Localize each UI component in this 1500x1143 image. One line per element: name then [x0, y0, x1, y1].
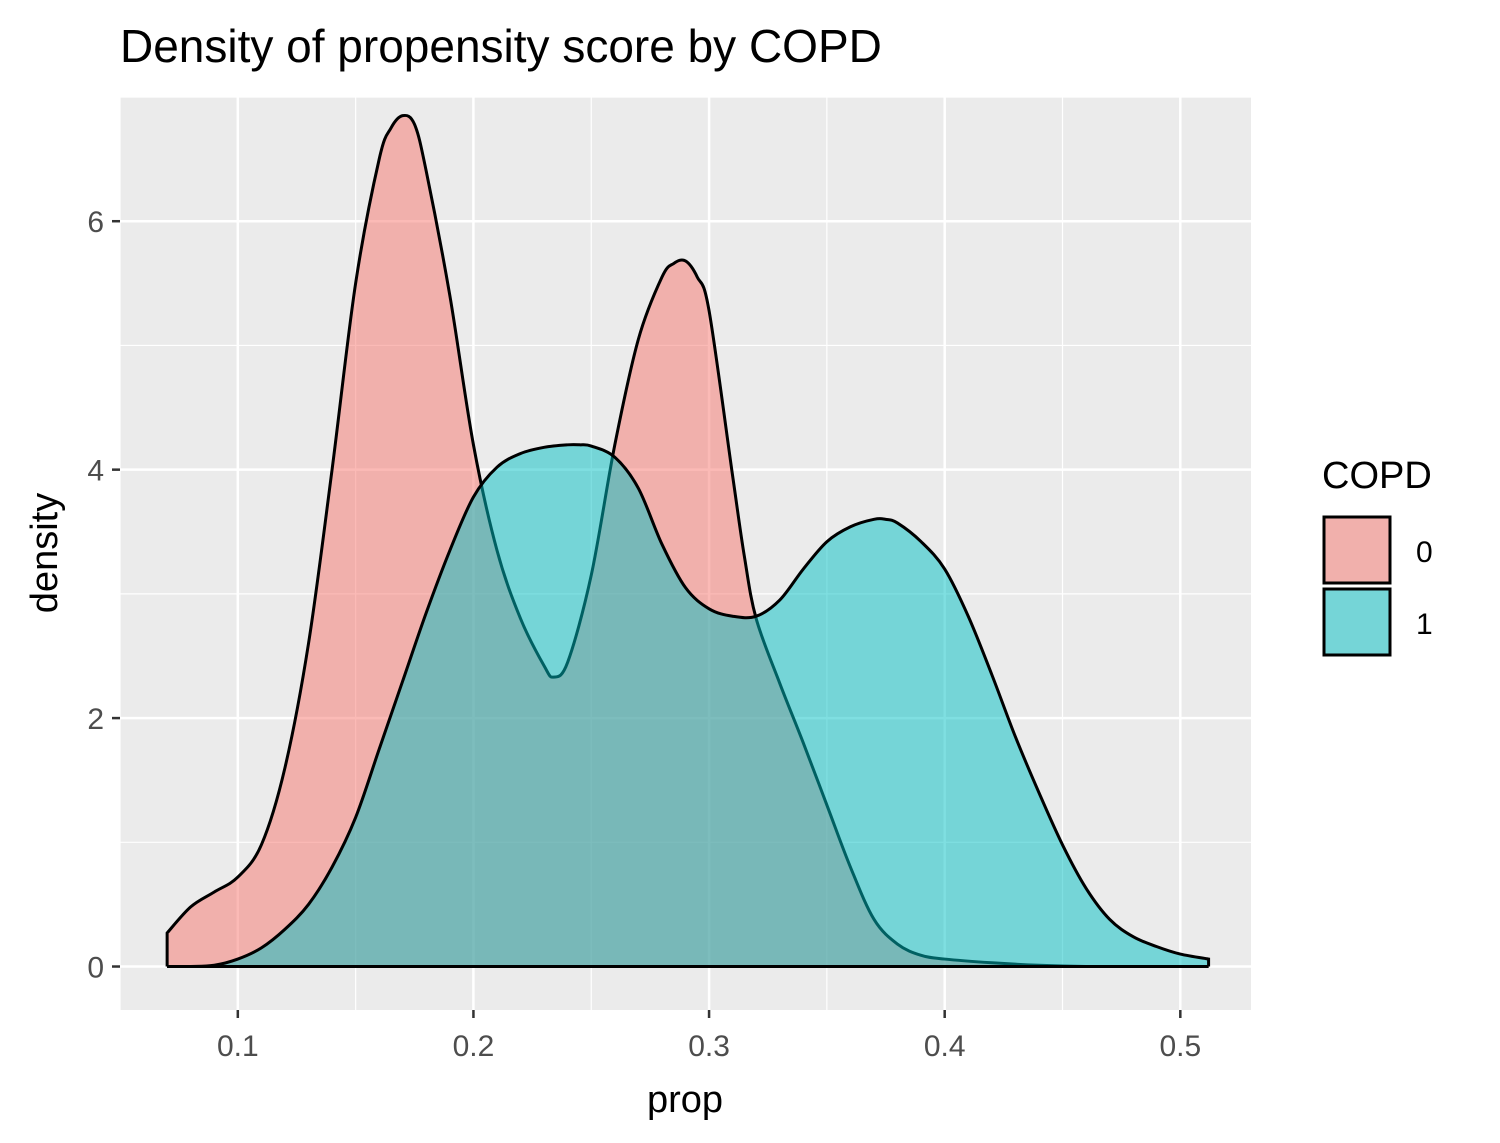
y-axis: 0 2 4 6	[87, 206, 120, 985]
x-tick-label: 0.5	[1159, 1030, 1201, 1063]
legend-label-copd-0: 0	[1416, 536, 1433, 569]
y-tick-label: 0	[87, 952, 104, 985]
x-tick-label: 0.1	[217, 1030, 259, 1063]
y-axis-title: density	[24, 493, 66, 613]
legend-key-copd-0	[1322, 515, 1392, 585]
legend: COPD 0 1	[1322, 455, 1433, 657]
x-axis-title: prop	[647, 1079, 723, 1121]
chart-title: Density of propensity score by COPD	[120, 20, 882, 72]
y-tick-label: 6	[87, 206, 104, 239]
density-line-copd-1	[167, 443, 1211, 969]
x-axis: 0.1 0.2 0.3 0.4 0.5	[217, 1010, 1201, 1063]
legend-label-copd-1: 1	[1416, 608, 1433, 641]
legend-key-copd-1	[1322, 587, 1392, 657]
x-tick-label: 0.2	[453, 1030, 495, 1063]
x-tick-label: 0.3	[688, 1030, 730, 1063]
legend-title: COPD	[1322, 455, 1432, 497]
y-tick-label: 4	[87, 455, 104, 488]
x-tick-label: 0.4	[924, 1030, 966, 1063]
density-areas	[165, 113, 1211, 969]
y-tick-label: 2	[87, 703, 104, 736]
